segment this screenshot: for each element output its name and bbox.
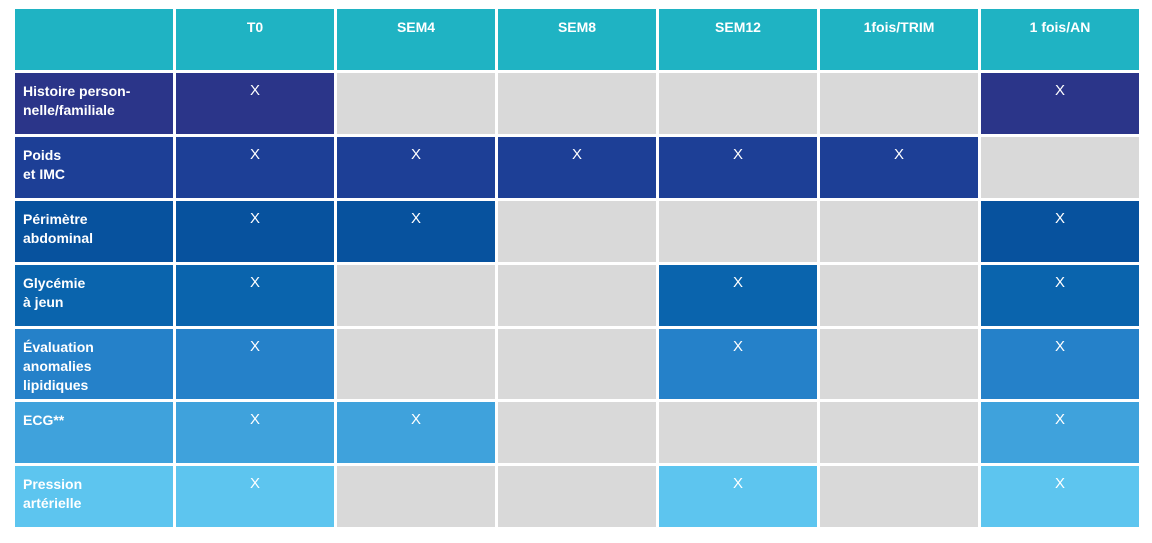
row-label: Histoire person- nelle/familiale <box>15 73 173 134</box>
check-mark-cell: X <box>659 137 817 198</box>
check-mark-cell: X <box>981 402 1139 463</box>
empty-cell <box>820 466 978 527</box>
empty-cell <box>337 73 495 134</box>
empty-cell <box>498 402 656 463</box>
column-header-an: 1 fois/AN <box>981 9 1139 70</box>
empty-cell <box>820 73 978 134</box>
row-label: Pression artérielle <box>15 466 173 527</box>
empty-cell <box>337 466 495 527</box>
column-header-sem8: SEM8 <box>498 9 656 70</box>
empty-cell <box>498 329 656 399</box>
column-header-sem12: SEM12 <box>659 9 817 70</box>
check-mark-cell: X <box>981 329 1139 399</box>
check-mark-cell: X <box>176 265 334 326</box>
check-mark-cell: X <box>176 402 334 463</box>
check-mark-cell: X <box>176 201 334 262</box>
empty-cell <box>498 201 656 262</box>
monitoring-schedule-table: T0 SEM4 SEM8 SEM12 1fois/TRIM 1 fois/AN … <box>15 9 1139 527</box>
check-mark-cell: X <box>176 329 334 399</box>
empty-cell <box>498 265 656 326</box>
empty-cell <box>498 466 656 527</box>
header-corner-cell <box>15 9 173 70</box>
check-mark-cell: X <box>176 137 334 198</box>
empty-cell <box>820 329 978 399</box>
check-mark-cell: X <box>820 137 978 198</box>
column-header-sem4: SEM4 <box>337 9 495 70</box>
check-mark-cell: X <box>337 201 495 262</box>
empty-cell <box>337 329 495 399</box>
empty-cell <box>498 73 656 134</box>
check-mark-cell: X <box>981 201 1139 262</box>
row-label: ECG** <box>15 402 173 463</box>
empty-cell <box>659 201 817 262</box>
empty-cell <box>981 137 1139 198</box>
check-mark-cell: X <box>337 137 495 198</box>
check-mark-cell: X <box>981 466 1139 527</box>
empty-cell <box>820 402 978 463</box>
check-mark-cell: X <box>659 329 817 399</box>
empty-cell <box>820 201 978 262</box>
check-mark-cell: X <box>337 402 495 463</box>
row-label: Glycémie à jeun <box>15 265 173 326</box>
empty-cell <box>337 265 495 326</box>
empty-cell <box>820 265 978 326</box>
empty-cell <box>659 73 817 134</box>
check-mark-cell: X <box>981 73 1139 134</box>
check-mark-cell: X <box>659 265 817 326</box>
check-mark-cell: X <box>659 466 817 527</box>
row-label: Poids et IMC <box>15 137 173 198</box>
check-mark-cell: X <box>498 137 656 198</box>
check-mark-cell: X <box>981 265 1139 326</box>
empty-cell <box>659 402 817 463</box>
check-mark-cell: X <box>176 466 334 527</box>
row-label: Évaluation anomalies lipidiques <box>15 329 173 399</box>
column-header-t0: T0 <box>176 9 334 70</box>
column-header-trim: 1fois/TRIM <box>820 9 978 70</box>
check-mark-cell: X <box>176 73 334 134</box>
row-label: Périmètre abdominal <box>15 201 173 262</box>
